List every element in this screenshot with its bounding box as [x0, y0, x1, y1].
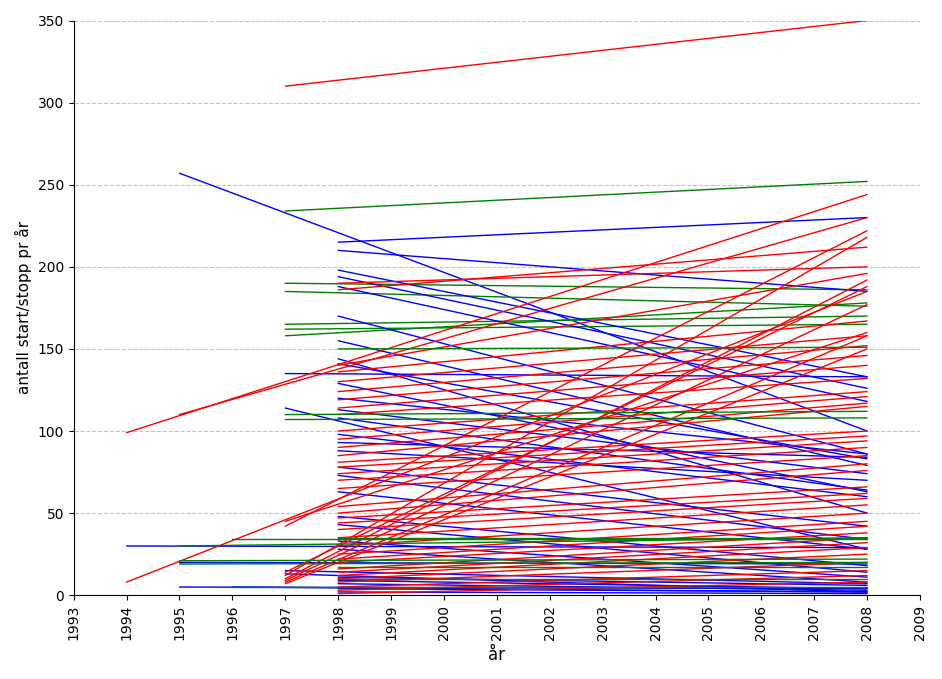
Y-axis label: antall start/stopp pr år: antall start/stopp pr år [15, 221, 32, 394]
X-axis label: år: år [488, 646, 505, 664]
